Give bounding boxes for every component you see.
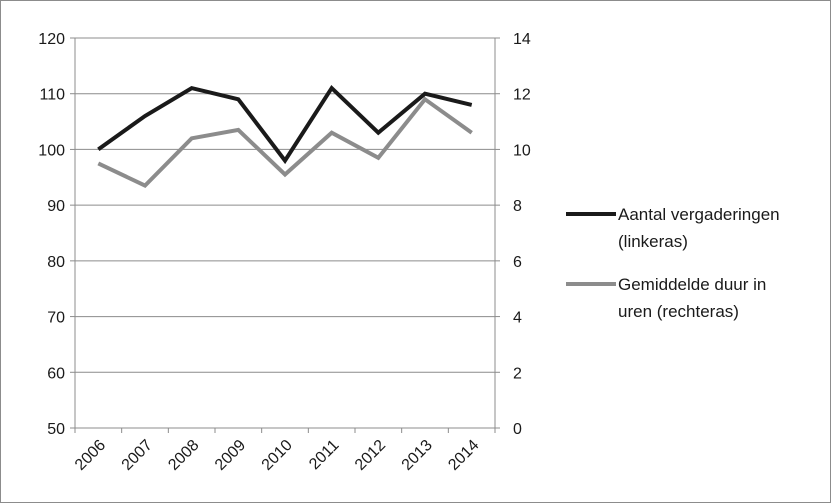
x-axis-tick-label: 2006: [72, 437, 109, 474]
left-axis-tick-label: 120: [38, 31, 65, 48]
series-lines: [97, 84, 473, 189]
legend-label: uren (rechteras): [618, 302, 739, 321]
legend: Aantal vergaderingen (linkeras) Gemiddelde…: [566, 205, 780, 321]
right-axis-tick-label: 4: [513, 310, 522, 327]
x-axis-tick-label: 2011: [306, 437, 342, 473]
series-line-1: [97, 84, 473, 165]
right-axis-tick-labels: 0 2 4 6 8 10 12 14: [513, 31, 531, 438]
legend-label: Gemiddelde duur in: [618, 275, 766, 294]
left-axis-tick-label: 80: [47, 254, 65, 271]
axes: [70, 37, 500, 433]
x-axis-tick-label: 2014: [445, 437, 482, 474]
left-axis-tick-label: 100: [38, 142, 65, 159]
x-axis-tick-label: 2007: [119, 437, 156, 474]
legend-label: Aantal vergaderingen: [618, 205, 780, 224]
x-axis-tick-label: 2008: [165, 437, 202, 474]
left-axis-tick-label: 110: [39, 87, 65, 104]
x-axis-tick-label: 2009: [212, 437, 249, 474]
right-axis-tick-label: 6: [513, 254, 522, 271]
left-axis-tick-label: 60: [47, 365, 65, 382]
right-axis-tick-label: 14: [513, 31, 531, 48]
x-axis-tick-labels: 2006 2007 2008 2009 2010 2011 2012 2013 2014: [72, 437, 483, 474]
left-axis-tick-label: 70: [47, 310, 65, 327]
left-axis-tick-labels: 50 60 70 80 90 100 110 120: [38, 31, 65, 438]
x-axis-tick-label: 2013: [399, 437, 436, 474]
x-axis-tick-label: 2012: [352, 437, 389, 474]
legend-label: (linkeras): [618, 232, 688, 251]
left-axis-tick-label: 90: [47, 198, 65, 215]
grid-lines: [75, 37, 495, 429]
x-axis-tick-label: 2010: [259, 437, 296, 474]
right-axis-tick-label: 2: [513, 365, 522, 382]
right-axis-tick-label: 0: [513, 421, 522, 438]
left-axis-tick-label: 50: [47, 421, 65, 438]
right-axis-tick-label: 12: [513, 87, 531, 104]
right-axis-tick-label: 10: [513, 142, 531, 159]
series-line-2: [97, 96, 473, 189]
right-axis-tick-label: 8: [513, 198, 522, 215]
